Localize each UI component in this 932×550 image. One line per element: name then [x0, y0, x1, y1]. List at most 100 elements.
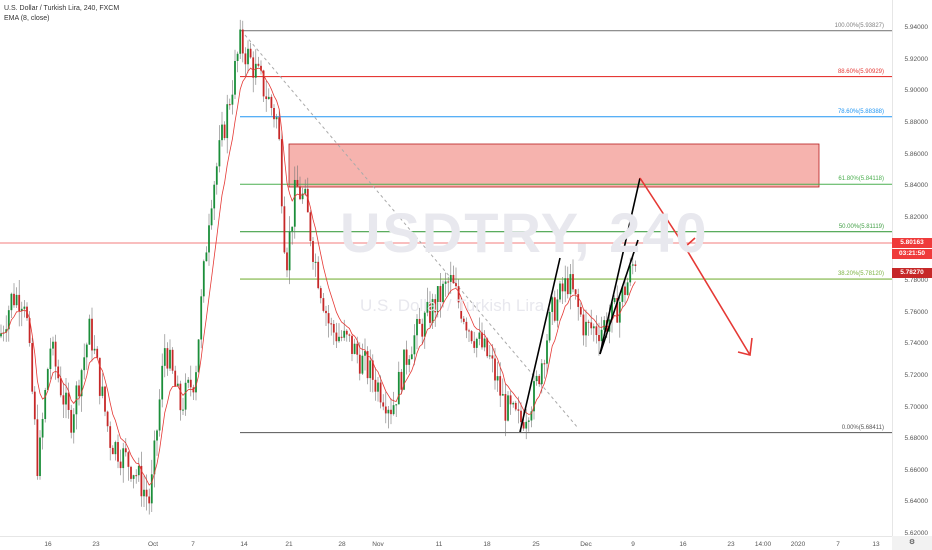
- candle-body: [223, 124, 226, 139]
- candle-body: [631, 264, 634, 266]
- candle-body: [538, 375, 541, 385]
- candle-body: [114, 442, 117, 455]
- candle-body: [340, 336, 343, 338]
- time-tick-label: 11: [435, 541, 443, 548]
- timezone-corner[interactable]: ⚙: [892, 536, 932, 550]
- candle-body: [621, 286, 624, 302]
- candle-body: [481, 332, 483, 348]
- time-tick-label: 7: [191, 541, 195, 548]
- candle-body: [166, 348, 169, 369]
- candle-body: [371, 360, 374, 380]
- candle-body: [509, 395, 512, 405]
- candle-body: [119, 461, 122, 469]
- candle-body: [161, 365, 164, 400]
- candle-body: [598, 335, 600, 342]
- time-tick-label: 21: [285, 541, 293, 548]
- candle-body: [488, 355, 491, 357]
- candle-body: [265, 96, 268, 100]
- price-tick-label: 5.64000: [904, 498, 929, 506]
- candle-body: [351, 335, 353, 354]
- candle-body: [234, 60, 236, 95]
- candle-body: [91, 318, 93, 351]
- fib-level-label: 50.00%(5.81119): [838, 223, 884, 230]
- candle-body: [241, 29, 244, 54]
- symbol-title[interactable]: U.S. Dollar / Turkish Lira, 240, FXCM: [4, 5, 120, 12]
- candle-body: [143, 489, 145, 497]
- trendline-2: [599, 239, 639, 355]
- candle-body: [148, 496, 151, 504]
- candle-body: [67, 392, 70, 410]
- chart-canvas[interactable]: [0, 0, 892, 536]
- candle-body: [283, 206, 286, 253]
- candle-body: [231, 94, 234, 105]
- candle-body: [345, 330, 348, 335]
- price-tick-label: 5.92000: [904, 55, 929, 63]
- countdown-badge: 03:21:50: [892, 249, 932, 259]
- candle-body: [309, 212, 312, 242]
- candle-body: [465, 321, 468, 331]
- candle-body: [189, 379, 192, 388]
- candle-body: [80, 370, 83, 397]
- candle-body: [62, 395, 65, 405]
- indicator-title[interactable]: EMA (8, close): [4, 15, 50, 22]
- candle-body: [629, 265, 632, 283]
- fib-level-label: 88.60%(5.90929): [837, 68, 884, 75]
- chart-legend: U.S. Dollar / Turkish Lira, 240, FXCM EM…: [4, 4, 119, 24]
- candle-body: [312, 241, 314, 262]
- candle-body: [585, 321, 587, 336]
- candle-body: [299, 186, 301, 200]
- symbol-watermark: USDTRY, 240: [340, 201, 709, 264]
- candle-body: [626, 282, 629, 295]
- time-axis-border: [0, 536, 932, 537]
- candle-body: [169, 349, 171, 369]
- price-tick-label: 5.72000: [904, 371, 929, 379]
- candle-body: [577, 294, 580, 307]
- candle-body: [93, 348, 96, 351]
- candle-body: [72, 414, 75, 433]
- candle-body: [163, 348, 166, 366]
- candle-body: [267, 96, 270, 100]
- candle-body: [512, 402, 515, 405]
- candle-body: [525, 421, 528, 429]
- fib-level-label: 61.80%(5.84118): [838, 176, 884, 183]
- candle-body: [356, 343, 359, 355]
- candle-body: [483, 338, 486, 348]
- candle-body: [10, 293, 13, 311]
- candle-body: [208, 225, 210, 253]
- candle-body: [473, 341, 476, 348]
- time-tick-label: Nov: [372, 541, 384, 548]
- candle-body: [218, 140, 221, 167]
- candle-body: [499, 376, 502, 396]
- candle-body: [228, 104, 231, 106]
- candle-body: [226, 104, 229, 139]
- candle-body: [361, 355, 364, 374]
- candle-body: [364, 351, 366, 356]
- candle-body: [252, 57, 255, 78]
- candle-body: [491, 355, 494, 359]
- candle-body: [124, 448, 127, 453]
- ema-value-badge: 5.78270: [892, 268, 932, 278]
- candle-body: [31, 343, 34, 392]
- candle-body: [150, 474, 153, 504]
- candle-body: [390, 409, 392, 415]
- time-tick-label: 23: [92, 541, 100, 548]
- candle-body: [392, 405, 395, 415]
- candle-body: [46, 369, 49, 391]
- candle-body: [296, 179, 299, 187]
- candle-body: [410, 354, 413, 360]
- candle-body: [96, 348, 99, 358]
- candle-body: [358, 354, 361, 374]
- candle-body: [551, 297, 554, 312]
- candle-body: [374, 379, 377, 392]
- candle-body: [439, 286, 442, 303]
- candle-body: [416, 318, 418, 336]
- time-tick-label: 25: [532, 541, 540, 548]
- candle-body: [387, 409, 390, 414]
- candle-body: [408, 359, 411, 365]
- candle-body: [327, 313, 330, 324]
- time-tick-label: Oct: [147, 541, 159, 548]
- price-tick-label: 5.86000: [904, 150, 929, 158]
- fib-level-label: 38.20%(5.78120): [837, 271, 884, 278]
- candle-body: [49, 348, 52, 370]
